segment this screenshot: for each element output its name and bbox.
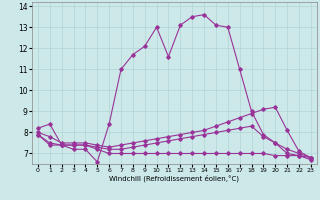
X-axis label: Windchill (Refroidissement éolien,°C): Windchill (Refroidissement éolien,°C) — [109, 175, 239, 182]
